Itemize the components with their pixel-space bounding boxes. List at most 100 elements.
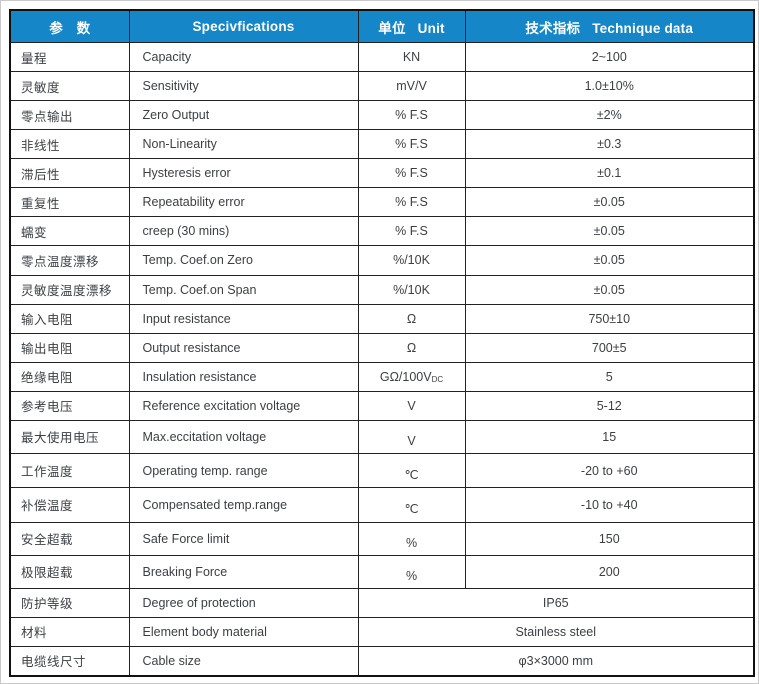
value-cell: ±0.1 [464,158,755,189]
param-cell: 零点输出 [9,100,130,131]
value-cell: 700±5 [464,332,755,363]
table-row: 最大使用电压 Max.eccitation voltage V 15 [9,419,755,454]
spec-cell: Output resistance [128,332,359,363]
unit-cell: % F.S [357,216,466,247]
spec-cell: Temp. Coef.on Zero [128,245,359,276]
unit-subscript: DC [431,374,444,384]
spec-cell: Sensitivity [128,71,359,102]
table-row: 量程 Capacity KN 2~100 [9,41,755,73]
unit-cell: %/10K [357,274,466,305]
param-cell: 滞后性 [9,158,130,189]
table-body: 量程 Capacity KN 2~100 灵敏度 Sensitivity mV/V 1.0±1… [9,41,755,677]
param-cell: 蠕变 [9,216,130,247]
unit-cell: %/10K [357,245,466,276]
param-cell: 量程 [9,41,130,73]
table-row: 输出电阻 Output resistance Ω 700±5 [9,332,755,363]
spec-cell: Compensated temp.range [128,487,359,523]
spec-cell: Repeatability error [128,187,359,218]
spec-cell: Max.eccitation voltage [128,419,359,454]
value-cell: ±0.05 [464,216,755,247]
header-technique-label-cn: 技术指标 [525,20,581,36]
param-cell: 非线性 [9,129,130,160]
header-unit: 单位 Unit [357,9,466,43]
value-cell: 200 [464,554,755,589]
table-row: 灵敏度 Sensitivity mV/V 1.0±10% [9,71,755,102]
spec-cell: Input resistance [128,303,359,334]
table-row: 重复性 Repeatability error% F.S ±0.05 [9,187,755,218]
table-row: 极限超载 Breaking Force% 200 [9,554,755,589]
param-cell: 参考电压 [9,390,130,421]
spec-cell: creep (30 mins) [128,216,359,247]
table-row: 电缆线尺寸 Cable size φ3×3000 mm [9,645,755,677]
spec-cell: Degree of protection [128,587,359,618]
unit-cell: Ω [357,332,466,363]
value-cell-merged: φ3×3000 mm [357,645,755,677]
value-cell-merged: IP65 [357,587,755,618]
unit-cell: V [357,419,466,454]
header-row: 参 数 Specivfications 单位 Unit 技术指标 Technique… [9,9,755,43]
header-param: 参 数 [9,9,130,43]
param-cell: 补偿温度 [9,487,130,523]
spec-cell: Insulation resistance [128,361,359,392]
table-row: 安全超载 Safe Force limit% 150 [9,521,755,556]
header-technique-data: 技术指标 Technique data [464,9,755,43]
param-cell: 防护等级 [9,587,130,618]
unit-cell: KN [357,41,466,73]
table-row: 滞后性 Hysteresis error% F.S ±0.1 [9,158,755,189]
param-cell: 零点温度漂移 [9,245,130,276]
spec-cell: Breaking Force [128,554,359,589]
value-cell: -20 to +60 [464,452,755,489]
spec-cell: Operating temp. range [128,452,359,489]
param-cell: 极限超载 [9,554,130,589]
table-row: 防护等级 Degree of protection IP65 [9,587,755,618]
param-cell: 灵敏度温度漂移 [9,274,130,305]
unit-cell: % [357,554,466,589]
table-row: 输入电阻 Input resistance Ω 750±10 [9,303,755,334]
table-row: 灵敏度温度漂移 Temp. Coef.on Span %/10K ±0.05 [9,274,755,305]
header-param-label-cn: 参 数 [49,20,91,36]
table-row: 蠕变 creep (30 mins)% F.S ±0.05 [9,216,755,247]
value-cell: 1.0±10% [464,71,755,102]
table-header: 参 数 Specivfications 单位 Unit 技术指标 Technique… [9,9,755,43]
value-cell: ±2% [464,100,755,131]
table-row: 绝缘电阻 Insulation resistance GΩ/100VDC 5 [9,361,755,392]
spec-cell: Reference excitation voltage [128,390,359,421]
spec-cell: Non-Linearity [128,129,359,160]
unit-cell: GΩ/100VDC [357,361,466,392]
value-cell: 750±10 [464,303,755,334]
param-cell: 重复性 [9,187,130,218]
spec-cell: Safe Force limit [128,521,359,556]
value-cell: ±0.05 [464,245,755,276]
param-cell: 灵敏度 [9,71,130,102]
header-unit-label-en: Unit [417,20,445,36]
param-cell: 输入电阻 [9,303,130,334]
table-row: 零点温度漂移 Temp. Coef.on Zero %/10K ±0.05 [9,245,755,276]
unit-cell: % [357,521,466,556]
param-cell: 输出电阻 [9,332,130,363]
spec-cell: Zero Output [128,100,359,131]
param-cell: 电缆线尺寸 [9,645,130,677]
unit-cell: % F.S [357,187,466,218]
spec-cell: Temp. Coef.on Span [128,274,359,305]
param-cell: 材料 [9,616,130,647]
value-cell: 150 [464,521,755,556]
unit-cell: V [357,390,466,421]
value-cell: 5-12 [464,390,755,421]
value-cell: ±0.05 [464,274,755,305]
value-cell: 2~100 [464,41,755,73]
table-row: 零点输出 Zero Output% F.S ±2% [9,100,755,131]
table-row: 材料 Element body material Stainless steel [9,616,755,647]
value-cell: -10 to +40 [464,487,755,523]
table-row: 工作温度 Operating temp. range ℃ -20 to +60 [9,452,755,489]
value-cell: 15 [464,419,755,454]
unit-cell: Ω [357,303,466,334]
table-row: 参考电压 Reference excitation voltage V 5-12 [9,390,755,421]
unit-cell: % F.S [357,100,466,131]
unit-cell: mV/V [357,71,466,102]
spec-cell: Capacity [128,41,359,73]
value-cell: 5 [464,361,755,392]
value-cell-merged: Stainless steel [357,616,755,647]
spec-cell: Cable size [128,645,359,677]
table-row: 非线性 Non-Linearity% F.S ±0.3 [9,129,755,160]
